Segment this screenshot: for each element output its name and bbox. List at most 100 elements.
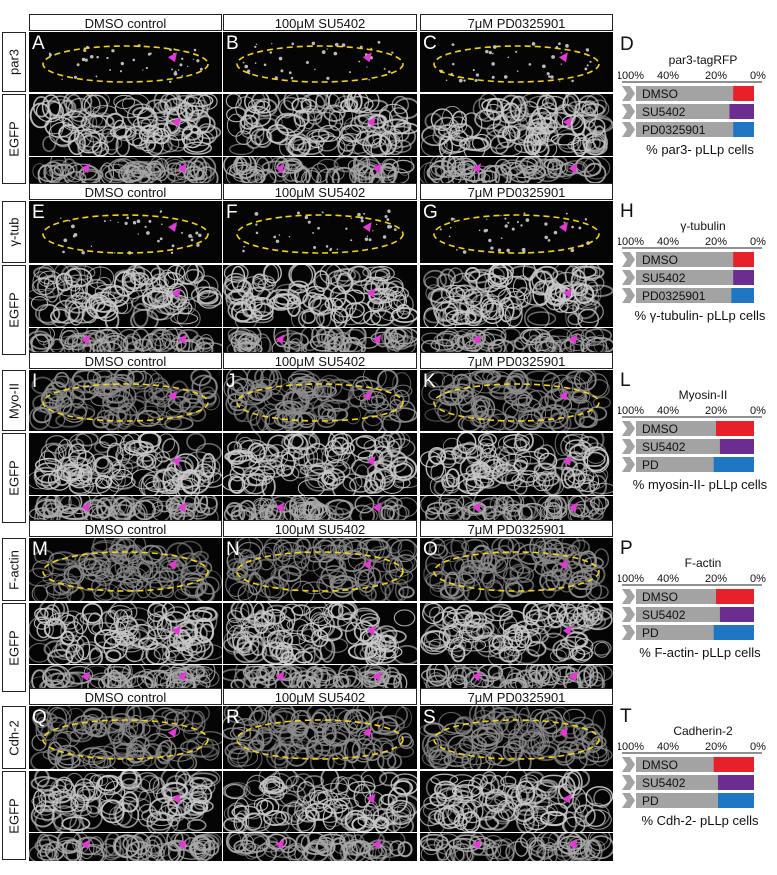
egfp-micrograph-image	[29, 433, 222, 495]
bar-label: SU5402	[642, 608, 686, 622]
bar-negative-fraction	[636, 421, 716, 436]
marker-label-text: F-actin	[6, 549, 22, 590]
primordium-outline	[236, 551, 404, 592]
marker-micrograph-image	[421, 370, 612, 431]
bar-chart: 100% 40% 20% 0% DMSO SU5402 PD0325901	[618, 236, 766, 303]
chart-caption: % F-actin- pLLp cells	[639, 645, 761, 660]
section-strip-image	[420, 157, 611, 185]
primordium-outline	[42, 551, 209, 592]
tick-label: 40%	[657, 70, 679, 82]
primordium-outline	[433, 214, 600, 254]
egfp-micrograph-image	[420, 94, 613, 156]
bar-negative-fraction	[636, 625, 714, 640]
bar-value	[716, 421, 754, 436]
marker-label-text: Myo-II	[6, 382, 22, 419]
panel-letter: E	[32, 202, 45, 223]
egfp-micrograph-image	[29, 94, 222, 156]
egfp-micrograph	[420, 265, 613, 327]
marker-micrograph-image	[433, 42, 600, 83]
marker-micrograph: A	[29, 32, 222, 92]
primordium-outline	[42, 45, 209, 83]
bar-value	[731, 288, 754, 303]
chart-title: par3-tagRFP	[668, 53, 738, 67]
chart-caption: % par3- pLLp cells	[646, 142, 754, 157]
figure-row-1: DMSO control 100μM SU5402 7μM PD0325901 par…	[0, 14, 777, 185]
chart-caption: % Cdh-2- pLLp cells	[641, 813, 759, 828]
egfp-micrograph	[223, 94, 417, 156]
tick-label: 100%	[618, 236, 644, 248]
section-strip	[223, 157, 417, 185]
egfp-micrograph-image	[423, 265, 613, 327]
egfp-label: EGFP	[2, 94, 26, 184]
egfp-micrograph-image	[29, 603, 222, 664]
tick-label: 0%	[750, 70, 766, 82]
bar-value	[717, 793, 754, 808]
marker-label-text: Cdh-2	[6, 719, 22, 756]
chart-panel-letter: H	[620, 201, 634, 222]
section-strip-image	[32, 157, 219, 185]
egfp-micrograph	[223, 265, 417, 327]
marker-micrograph-image	[42, 210, 209, 255]
chart-caption: % γ-tubulin- pLLp cells	[634, 308, 766, 323]
chart-title: γ-tubulin	[680, 219, 726, 233]
bar-negative-fraction	[636, 607, 720, 622]
bar-chevron	[622, 775, 635, 790]
chart-title: Cadherin-2	[673, 724, 733, 738]
primordium-outline	[433, 45, 600, 83]
primordium-outline	[433, 551, 600, 592]
section-strip	[29, 833, 222, 861]
marker-label-text: γ-tub	[6, 217, 22, 247]
column-header: 7μM PD0325901	[420, 183, 613, 200]
marker-micrograph: R	[223, 706, 417, 769]
column-header: 100μM SU5402	[223, 352, 417, 369]
egfp-micrograph	[420, 771, 613, 832]
section-strip	[29, 328, 222, 356]
egfp-micrograph-image	[223, 771, 417, 832]
bar-label: DMSO	[642, 87, 678, 101]
column-header: DMSO control	[29, 183, 222, 200]
bar-chevron	[622, 288, 635, 303]
bar-chevron	[622, 86, 635, 101]
panel-letter: I	[32, 371, 38, 392]
bar-chevron	[622, 589, 635, 604]
panel-letter: A	[32, 33, 45, 54]
egfp-label-text: EGFP	[6, 121, 22, 157]
primordium-outline	[236, 383, 404, 422]
marker-micrograph-image	[225, 538, 417, 601]
panel-letter: G	[423, 202, 438, 223]
bar-label: SU5402	[642, 105, 686, 119]
bar-label: DMSO	[642, 758, 678, 772]
egfp-micrograph-image	[223, 433, 417, 495]
bar-value	[713, 457, 754, 472]
marker-micrograph: N	[223, 538, 417, 601]
section-strip	[223, 833, 417, 861]
bar-negative-fraction	[636, 757, 714, 772]
marker-micrograph-image	[223, 706, 415, 769]
bar-value	[729, 104, 754, 119]
egfp-label: EGFP	[2, 265, 26, 355]
tick-label: 40%	[657, 405, 679, 417]
marker-label: par3	[2, 32, 26, 92]
bar-label: DMSO	[642, 590, 678, 604]
marker-micrograph: B	[223, 32, 417, 92]
tick-label: 100%	[618, 70, 644, 82]
section-strip-image	[223, 157, 415, 185]
bar-value	[733, 86, 754, 101]
marker-micrograph-image	[30, 706, 222, 769]
marker-micrograph-image	[29, 538, 222, 601]
chart-title: Myosin-II	[678, 388, 728, 402]
column-header: 100μM SU5402	[223, 14, 417, 31]
bar-negative-fraction	[636, 104, 730, 119]
marker-micrograph: C	[420, 32, 613, 92]
panel-letter: O	[423, 539, 438, 560]
marker-micrograph-image	[42, 44, 209, 84]
tick-label: 40%	[657, 573, 679, 585]
egfp-micrograph-image	[420, 433, 613, 495]
bar-chevron	[622, 421, 635, 436]
egfp-micrograph	[420, 433, 613, 495]
primordium-outline	[433, 719, 600, 760]
bar-label: PD	[642, 794, 659, 808]
bar-chevron	[622, 122, 635, 137]
bar-chevron	[622, 252, 635, 267]
marker-micrograph-image	[236, 40, 404, 83]
